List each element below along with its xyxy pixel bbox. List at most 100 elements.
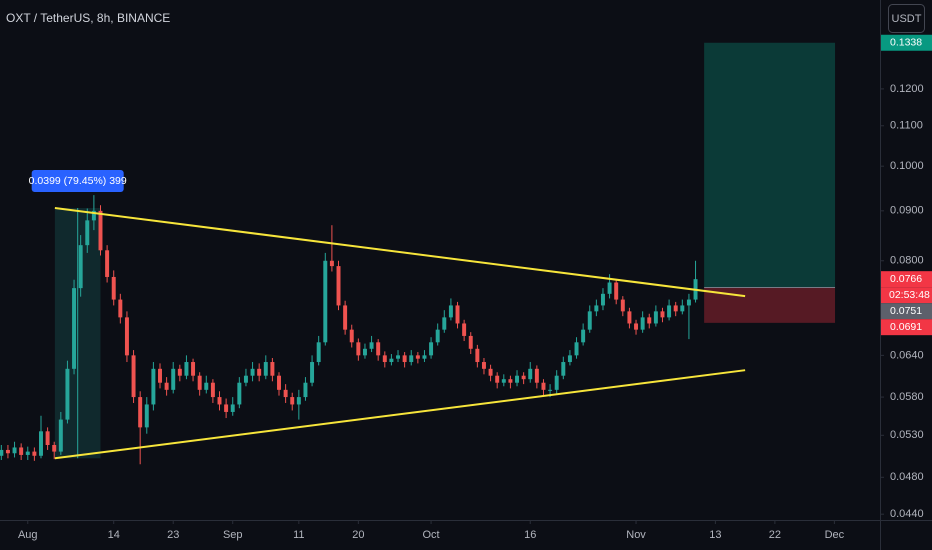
- y-tick-label: 0.1200: [890, 83, 924, 95]
- candle-body: [475, 348, 480, 363]
- candle-body: [151, 368, 156, 405]
- candle-body: [402, 355, 407, 363]
- candle-body: [600, 293, 605, 306]
- trend-line: [54, 369, 746, 460]
- candle-body: [369, 342, 374, 349]
- candle-body: [177, 368, 182, 376]
- candle-body: [210, 382, 215, 398]
- price-badge: [881, 34, 932, 51]
- x-tick-label: 11: [293, 529, 304, 541]
- candle-body: [680, 305, 685, 312]
- x-tick-label: 16: [524, 529, 536, 541]
- price-badge: [881, 271, 932, 288]
- candle-body: [78, 245, 83, 289]
- candle-body: [501, 379, 506, 383]
- price-badge-label: 0.0751: [890, 305, 922, 317]
- x-tick-label: Oct: [423, 529, 440, 541]
- y-tick-label: 0.0580: [890, 391, 924, 403]
- candle-body: [230, 404, 235, 412]
- candle-body: [171, 368, 176, 390]
- candle-body: [323, 260, 328, 343]
- candle-body: [587, 311, 592, 330]
- candle-body: [660, 311, 665, 318]
- candle-body: [243, 375, 248, 383]
- candle-body: [634, 323, 639, 330]
- candle-body: [574, 342, 579, 356]
- candle-body: [673, 305, 678, 312]
- candle-body: [653, 311, 658, 324]
- candle-body: [316, 342, 321, 363]
- candle-body: [91, 210, 96, 221]
- candle-body: [263, 362, 268, 376]
- candle-body: [627, 311, 632, 324]
- candle-body: [270, 362, 275, 376]
- countdown: 02:53:48: [889, 289, 930, 301]
- candle-body: [32, 451, 37, 456]
- candle-body: [534, 368, 539, 383]
- candle-body: [640, 317, 645, 330]
- candle-body: [65, 368, 70, 420]
- candle-body: [336, 266, 341, 306]
- candle-body: [429, 342, 434, 356]
- candle-body: [508, 379, 513, 383]
- y-tick-label: 0.0800: [890, 255, 924, 267]
- x-tick-label: Sep: [223, 529, 243, 541]
- candle-body: [481, 362, 486, 369]
- candle-body: [197, 375, 202, 390]
- candle-body: [462, 323, 467, 336]
- candle-body: [303, 382, 308, 398]
- candle-body: [376, 342, 381, 356]
- candle-body: [521, 375, 526, 380]
- candle-body: [455, 305, 460, 324]
- candle-body: [0, 449, 4, 456]
- candle-body: [528, 368, 533, 380]
- candle-body: [144, 404, 149, 428]
- candle-body: [567, 355, 572, 363]
- candle-body: [382, 355, 387, 363]
- x-tick-label: 14: [108, 529, 120, 541]
- candle-body: [283, 389, 288, 398]
- candle-body: [131, 355, 136, 398]
- candle-body: [12, 447, 17, 454]
- chart-title: OXT / TetherUS, 8h, BINANCE: [6, 11, 170, 25]
- candle-body: [290, 397, 295, 405]
- candle-body: [58, 419, 63, 452]
- currency-button-label[interactable]: USDT: [892, 13, 922, 25]
- candle-body: [594, 305, 599, 312]
- candle-body: [237, 382, 242, 405]
- candle-body: [250, 368, 255, 376]
- measure-label-box: [31, 170, 124, 193]
- candle-body: [5, 449, 10, 454]
- candle-body: [118, 299, 123, 318]
- y-tick-label: 0.1100: [890, 120, 923, 132]
- candle-body: [124, 317, 129, 356]
- candle-body: [349, 329, 354, 343]
- candle-body: [362, 348, 367, 356]
- candle-body: [647, 317, 652, 324]
- candle-body: [85, 220, 90, 246]
- price-badge: [881, 303, 932, 320]
- y-tick-label: 0.0440: [890, 508, 924, 520]
- candle-body: [448, 305, 453, 318]
- x-tick-label: Dec: [825, 529, 845, 541]
- x-tick-label: 13: [709, 529, 721, 541]
- trend-line: [54, 207, 746, 298]
- candle-body: [52, 445, 57, 452]
- candle-body: [25, 451, 30, 455]
- candle-body: [329, 260, 334, 267]
- candle-body: [257, 368, 262, 376]
- candle-body: [415, 355, 420, 359]
- candle-body: [561, 362, 566, 376]
- price-badge-label: 0.0766: [890, 273, 922, 285]
- candle-body: [184, 362, 189, 376]
- candle-body: [191, 362, 196, 376]
- candle-body: [164, 382, 169, 390]
- candle-body: [422, 355, 427, 359]
- candle-body: [111, 276, 116, 300]
- y-tick-label: 0.0640: [890, 349, 924, 361]
- candle-body: [277, 375, 281, 390]
- candle-body: [548, 389, 553, 391]
- currency-button[interactable]: [888, 4, 925, 33]
- candle-body: [495, 375, 500, 383]
